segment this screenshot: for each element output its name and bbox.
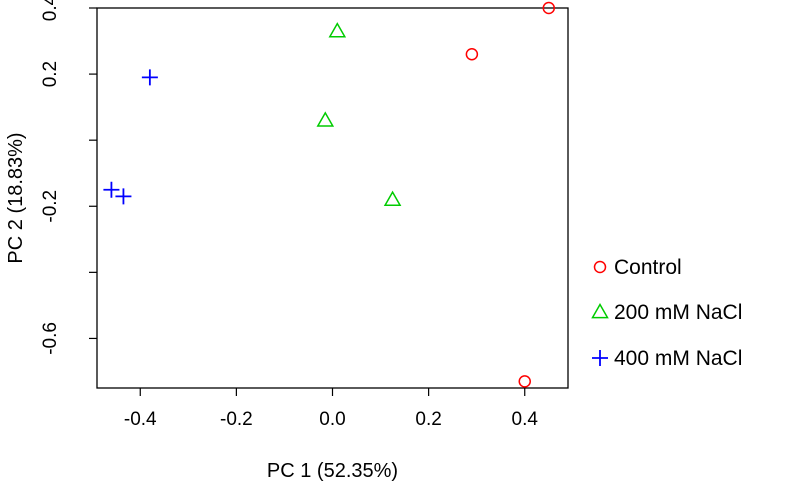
data-point (465, 48, 479, 61)
x-tick-label: 0.0 (319, 409, 345, 430)
y-tick-label: -0.2 (40, 190, 61, 223)
legend-marker (593, 260, 607, 274)
data-points (103, 1, 556, 388)
y-axis: 0.4 0.2 -0.2 -0.6 (40, 0, 97, 355)
x-axis-label: PC 1 (52.35%) (267, 460, 398, 482)
data-point (328, 22, 347, 38)
y-tick-label: -0.6 (40, 322, 61, 355)
y-tick-label: 0.2 (40, 61, 61, 87)
data-point (103, 181, 120, 198)
x-tick-label: 0.2 (415, 409, 441, 430)
legend-marker (592, 350, 608, 366)
data-point (141, 69, 158, 86)
x-axis: -0.4 -0.2 0.0 0.2 0.4 (124, 388, 538, 430)
y-axis-label: PC 2 (18.83%) (5, 132, 27, 263)
legend-marker (591, 302, 609, 319)
legend-label: 400 mM NaCl (614, 347, 742, 370)
x-tick-label: 0.4 (512, 409, 539, 430)
x-tick-label: -0.4 (124, 409, 157, 430)
data-point (115, 188, 132, 205)
legend-label: Control (614, 256, 682, 279)
data-point (542, 1, 556, 15)
legend: Control 200 mM NaCl 400 mM NaCl (591, 256, 742, 370)
x-tick-label: -0.2 (220, 409, 253, 430)
data-point (316, 111, 335, 127)
plot-frame (96, 7, 569, 389)
data-point (383, 190, 402, 207)
y-tick-label: 0.4 (40, 0, 61, 21)
data-point (518, 375, 531, 388)
legend-label: 200 mM NaCl (614, 301, 742, 324)
